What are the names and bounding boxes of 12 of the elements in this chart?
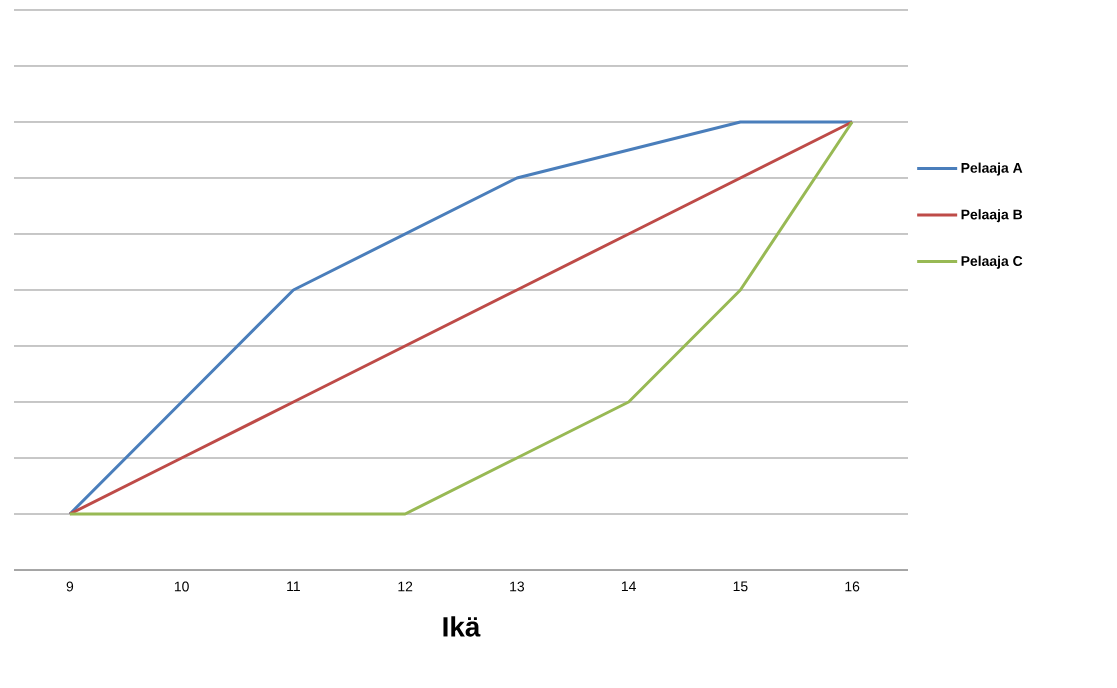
x-tick-label: 15 [733,581,748,592]
x-tick-label: 12 [398,581,413,592]
x-axis-title: Ikä [443,616,481,637]
x-tick-label: 16 [845,581,860,592]
legend-label: Pelaaja A [961,162,1023,176]
x-tick-label: 13 [510,581,525,592]
x-tick-label: 14 [621,581,636,592]
legend-label: Pelaaja C [961,255,1023,269]
x-tick-label: 11 [287,581,300,592]
legend-label: Pelaaja B [961,209,1023,223]
x-tick-label: 10 [174,581,189,592]
x-tick-label: 9 [66,581,74,592]
